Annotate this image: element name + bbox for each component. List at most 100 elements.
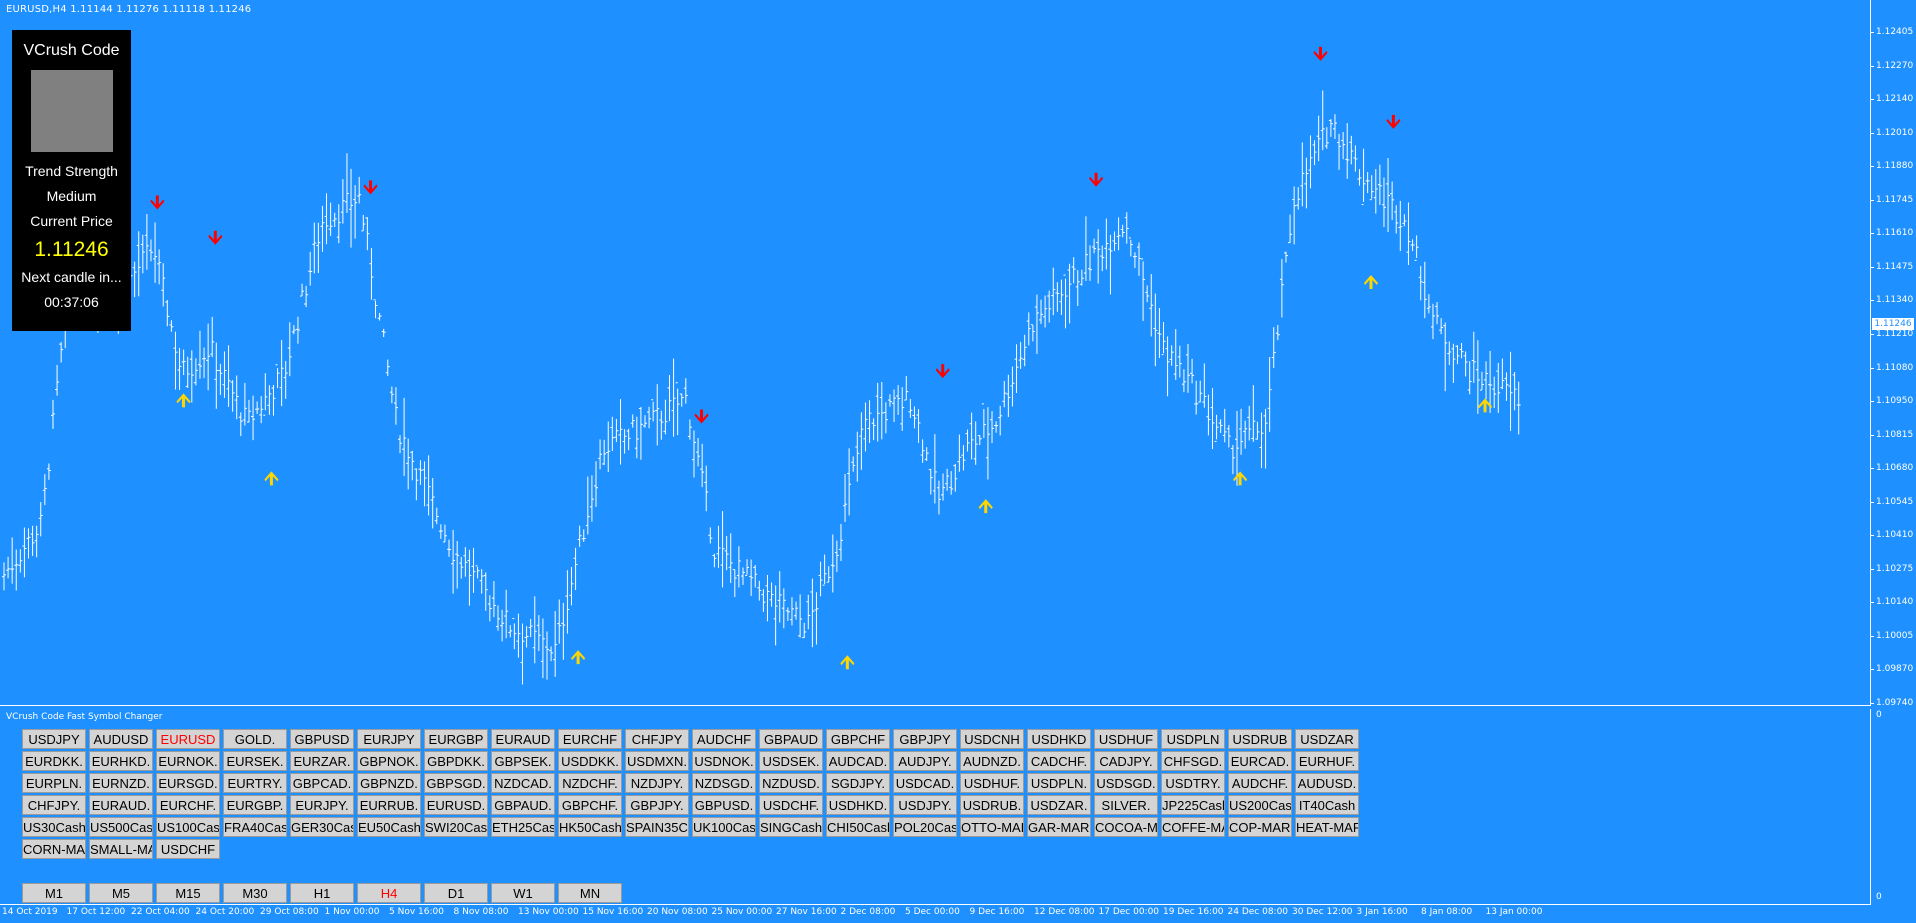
symbol-button-cadjpy[interactable]: CADJPY. [1094,751,1158,771]
symbol-button-singcash[interactable]: SINGCash [759,817,823,837]
symbol-button-audnzd[interactable]: AUDNZD. [960,751,1024,771]
symbol-button-eursek[interactable]: EURSEK. [223,751,287,771]
symbol-button-audchf[interactable]: AUDCHF. [1228,773,1292,793]
symbol-button-gbpjpy[interactable]: GBPJPY [893,729,957,749]
symbol-button-usdhkd[interactable]: USDHKD. [826,795,890,815]
symbol-button-audjpy[interactable]: AUDJPY. [893,751,957,771]
symbol-button-audusd[interactable]: AUDUSD. [1295,773,1359,793]
symbol-button-usdhuf[interactable]: USDHUF. [960,773,1024,793]
symbol-button-audusd[interactable]: AUDUSD [89,729,153,749]
symbol-button-eurchf[interactable]: EURCHF. [156,795,220,815]
symbol-button-usdtry[interactable]: USDTRY. [1161,773,1225,793]
symbol-button-eurnzd[interactable]: EURNZD. [89,773,153,793]
symbol-button-silver[interactable]: SILVER. [1094,795,1158,815]
symbol-button-gbpchf[interactable]: GBPCHF. [558,795,622,815]
price-chart-canvas[interactable] [0,0,1870,705]
symbol-button-pol20cash[interactable]: POL20Cash [893,817,957,837]
symbol-button-eurpln[interactable]: EURPLN. [22,773,86,793]
symbol-button-cocoamar2[interactable]: COCOA-MAR2 [1094,817,1158,837]
symbol-button-gbpaud[interactable]: GBPAUD. [491,795,555,815]
symbol-button-us30cash[interactable]: US30Cash [22,817,86,837]
symbol-button-eurusd[interactable]: EURUSD. [424,795,488,815]
symbol-button-nzdusd[interactable]: NZDUSD. [759,773,823,793]
symbol-button-eurgbp[interactable]: EURGBP [424,729,488,749]
symbol-button-garmar2[interactable]: GAR-MAR2 [1027,817,1091,837]
symbol-button-gold[interactable]: GOLD. [223,729,287,749]
symbol-button-coffemar2[interactable]: COFFE-MAR2 [1161,817,1225,837]
symbol-button-audcad[interactable]: AUDCAD. [826,751,890,771]
price-chart[interactable]: EURUSD,H4 1.11144 1.11276 1.11118 1.1124… [0,0,1871,706]
symbol-button-euraud[interactable]: EURAUD. [89,795,153,815]
symbol-button-gbpusd[interactable]: GBPUSD [290,729,354,749]
symbol-button-audchf[interactable]: AUDCHF [692,729,756,749]
symbol-button-gbpcad[interactable]: GBPCAD. [290,773,354,793]
symbol-button-cadchf[interactable]: CADCHF. [1027,751,1091,771]
symbol-button-eurnok[interactable]: EURNOK. [156,751,220,771]
symbol-button-fra40cash[interactable]: FRA40Cash [223,817,287,837]
symbol-button-gbpdkk[interactable]: GBPDKK. [424,751,488,771]
symbol-button-eurgbp[interactable]: EURGBP. [223,795,287,815]
symbol-button-nzdsgd[interactable]: NZDSGD. [692,773,756,793]
timeframe-button-w1[interactable]: W1 [491,883,555,903]
symbol-button-us100cash[interactable]: US100Cash [156,817,220,837]
symbol-button-usdmxn[interactable]: USDMXN. [625,751,689,771]
symbol-button-copmar2[interactable]: COP-MAR2 [1228,817,1292,837]
symbol-button-uk100cash[interactable]: UK100Cash [692,817,756,837]
symbol-button-ger30cash[interactable]: GER30Cash [290,817,354,837]
symbol-button-us200cash[interactable]: US200Cash [1228,795,1292,815]
symbol-button-jp225cash[interactable]: JP225Cash [1161,795,1225,815]
symbol-button-usdchf[interactable]: USDCHF. [759,795,823,815]
symbol-button-usddkk[interactable]: USDDKK. [558,751,622,771]
symbol-button-euraud[interactable]: EURAUD [491,729,555,749]
symbol-button-gbpnok[interactable]: GBPNOK. [357,751,421,771]
symbol-button-usdjpy[interactable]: USDJPY. [893,795,957,815]
symbol-button-eurzar[interactable]: EURZAR. [290,751,354,771]
symbol-button-gbpchf[interactable]: GBPCHF [826,729,890,749]
symbol-button-usdnok[interactable]: USDNOK. [692,751,756,771]
symbol-button-gbpjpy[interactable]: GBPJPY. [625,795,689,815]
symbol-button-gbpusd[interactable]: GBPUSD. [692,795,756,815]
symbol-button-eth25cash[interactable]: ETH25Cash [491,817,555,837]
symbol-button-usdsgd[interactable]: USDSGD. [1094,773,1158,793]
symbol-button-usdrub[interactable]: USDRUB. [960,795,1024,815]
timeframe-button-h1[interactable]: H1 [290,883,354,903]
symbol-button-chfjpy[interactable]: CHFJPY. [22,795,86,815]
timeframe-button-m5[interactable]: M5 [89,883,153,903]
symbol-button-usdcad[interactable]: USDCAD. [893,773,957,793]
symbol-button-nzdjpy[interactable]: NZDJPY. [625,773,689,793]
symbol-button-nzdchf[interactable]: NZDCHF. [558,773,622,793]
symbol-button-usdjpy[interactable]: USDJPY [22,729,86,749]
symbol-button-eurjpy[interactable]: EURJPY. [290,795,354,815]
symbol-button-eurdkk[interactable]: EURDKK. [22,751,86,771]
symbol-button-usdsek[interactable]: USDSEK. [759,751,823,771]
symbol-button-gbpsek[interactable]: GBPSEK. [491,751,555,771]
symbol-button-usdcnh[interactable]: USDCNH [960,729,1024,749]
symbol-button-eurrub[interactable]: EURRUB. [357,795,421,815]
symbol-button-chi50cash[interactable]: CHI50Cash [826,817,890,837]
symbol-button-usdzar[interactable]: USDZAR [1295,729,1359,749]
symbol-button-gbpsgd[interactable]: GBPSGD. [424,773,488,793]
symbol-button-usdzar[interactable]: USDZAR. [1027,795,1091,815]
symbol-button-chfjpy[interactable]: CHFJPY [625,729,689,749]
symbol-button-heatmar2[interactable]: HEAT-MAR2 [1295,817,1359,837]
symbol-button-it40cash[interactable]: IT40Cash [1295,795,1359,815]
timeframe-button-h4[interactable]: H4 [357,883,421,903]
symbol-button-spain35cash[interactable]: SPAIN35Cash [625,817,689,837]
timeframe-button-m30[interactable]: M30 [223,883,287,903]
symbol-button-usdhuf[interactable]: USDHUF [1094,729,1158,749]
symbol-button-nzdcad[interactable]: NZDCAD. [491,773,555,793]
timeframe-button-m15[interactable]: M15 [156,883,220,903]
symbol-button-eurjpy[interactable]: EURJPY [357,729,421,749]
timeframe-button-mn[interactable]: MN [558,883,622,903]
symbol-button-usdchf[interactable]: USDCHF [156,839,220,859]
timeframe-button-m1[interactable]: M1 [22,883,86,903]
symbol-button-eurhuf[interactable]: EURHUF. [1295,751,1359,771]
symbol-button-sgdjpy[interactable]: SGDJPY. [826,773,890,793]
symbol-button-swi20cash[interactable]: SWI20Cash [424,817,488,837]
symbol-button-usdpln[interactable]: USDPLN. [1027,773,1091,793]
symbol-button-eurtry[interactable]: EURTRY. [223,773,287,793]
symbol-button-usdrub[interactable]: USDRUB [1228,729,1292,749]
symbol-button-hk50cash[interactable]: HK50Cash [558,817,622,837]
symbol-button-usdhkd[interactable]: USDHKD [1027,729,1091,749]
symbol-button-usdpln[interactable]: USDPLN [1161,729,1225,749]
